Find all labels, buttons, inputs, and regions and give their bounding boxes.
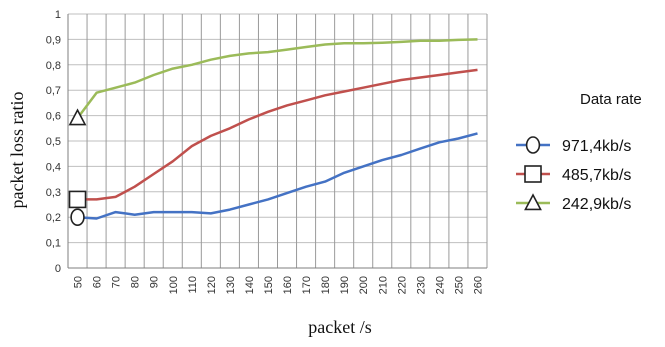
legend-title: Data rate <box>580 91 642 108</box>
x-tick-label: 210 <box>377 276 389 294</box>
legend-label: 971,4kb/s <box>562 138 631 155</box>
y-tick-label: 0,8 <box>46 60 61 72</box>
x-tick-label: 90 <box>149 276 161 288</box>
x-tick-label: 240 <box>434 276 446 294</box>
legend-label: 242,9kb/s <box>562 196 631 213</box>
y-tick-label: 0,2 <box>46 212 61 224</box>
square-marker <box>524 165 542 183</box>
circle-marker <box>525 136 541 154</box>
series-lines <box>76 38 478 220</box>
y-tick-label: 0 <box>55 263 61 275</box>
legend: 971,4kb/s 485,7kb/s 242,9kb/s <box>516 136 631 213</box>
triangle-marker <box>524 193 542 211</box>
gridlines <box>67 13 488 269</box>
x-tick-label: 70 <box>111 276 123 288</box>
x-tick-label: 200 <box>358 276 370 294</box>
x-tick-label: 120 <box>206 276 218 294</box>
y-tick-label: 0,1 <box>46 238 61 250</box>
y-axis-ticks: 0 0,1 0,2 0,3 0,4 0,5 0,6 0,7 0,8 0,9 1 <box>46 9 61 275</box>
x-tick-label: 190 <box>339 276 351 294</box>
y-axis-title: packet loss ratio <box>7 92 27 209</box>
y-tick-label: 0,9 <box>46 34 61 46</box>
x-tick-label: 250 <box>453 276 465 294</box>
series-line <box>77 68 478 201</box>
y-tick-label: 0,4 <box>46 161 61 173</box>
x-axis-title: packet /s <box>308 317 371 337</box>
triangle-marker <box>68 108 87 126</box>
circle-marker <box>70 208 85 226</box>
y-tick-label: 0,5 <box>46 136 61 148</box>
y-tick-label: 1 <box>55 9 61 21</box>
x-tick-label: 100 <box>168 276 180 294</box>
x-tick-label: 140 <box>244 276 256 294</box>
x-tick-label: 260 <box>472 276 484 294</box>
series-line <box>77 132 478 220</box>
x-tick-label: 110 <box>187 276 199 294</box>
x-tick-label: 220 <box>396 276 408 294</box>
x-tick-label: 50 <box>73 276 85 288</box>
x-axis-ticks: 50 60 70 80 90 100 110 120 130 140 150 160 170 180 190… <box>73 276 485 294</box>
y-tick-label: 0,7 <box>46 85 61 97</box>
legend-label: 485,7kb/s <box>562 167 631 184</box>
x-tick-label: 150 <box>263 276 275 294</box>
x-tick-label: 160 <box>282 276 294 294</box>
x-tick-label: 60 <box>92 276 104 288</box>
x-tick-label: 180 <box>320 276 332 294</box>
x-tick-label: 170 <box>301 276 313 294</box>
x-tick-label: 230 <box>415 276 427 294</box>
x-tick-label: 80 <box>130 276 142 288</box>
series-line <box>76 38 478 119</box>
x-tick-label: 130 <box>225 276 237 294</box>
y-tick-label: 0,6 <box>46 111 61 123</box>
y-tick-label: 0,3 <box>46 187 61 199</box>
series-start-markers <box>68 108 87 226</box>
square-marker <box>68 190 87 209</box>
